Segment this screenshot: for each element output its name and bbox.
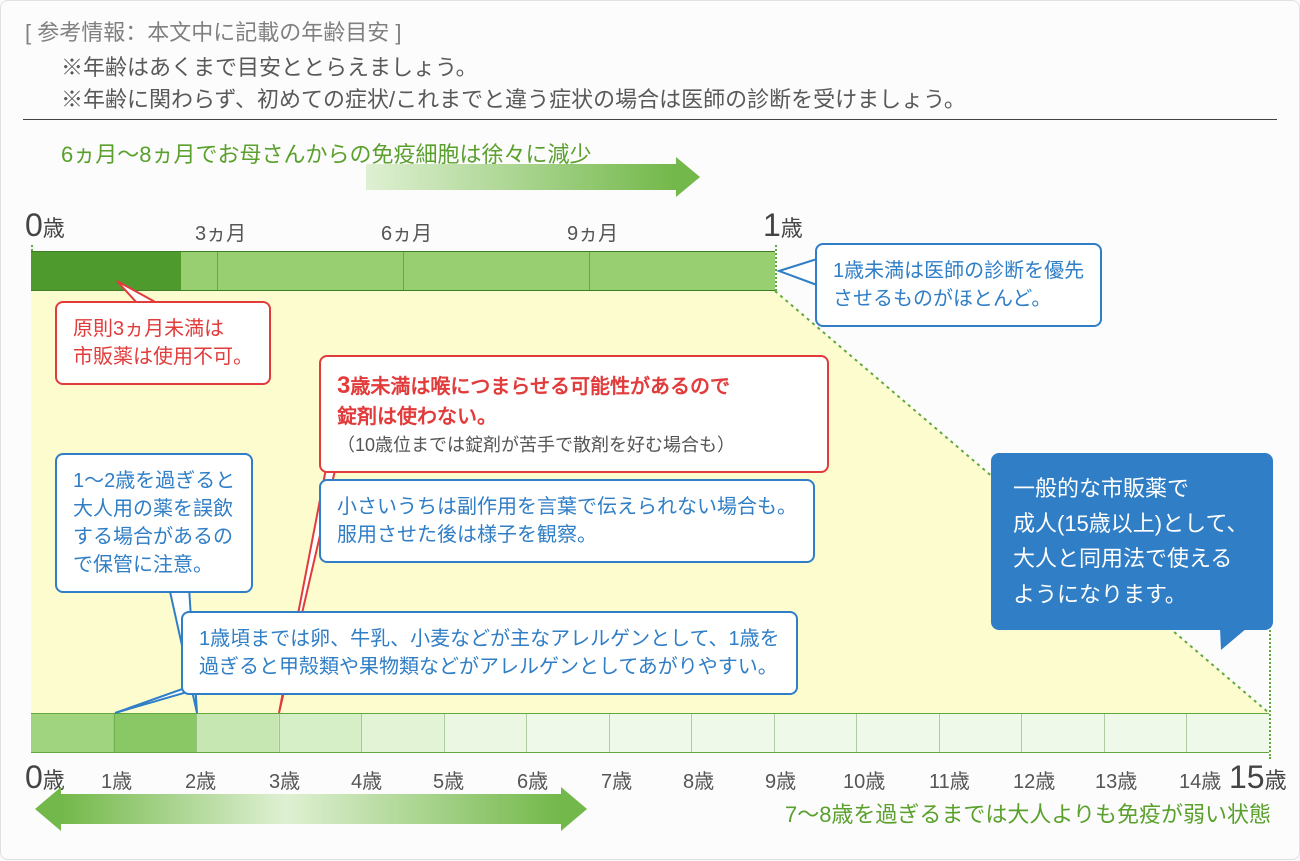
arrow-bottom-label: 7～8歳を過ぎるまでは大人よりも免疫が弱い状態	[601, 797, 1271, 829]
lower-tick-label: 2歳	[185, 765, 216, 794]
u-tick	[403, 252, 404, 290]
lower-tick-label: 5歳	[433, 765, 464, 794]
l-tick	[1186, 714, 1187, 752]
header-title: [ 参考情報：本文中に記載の年齢目安 ]	[25, 15, 401, 47]
l-tick	[939, 714, 940, 752]
l-tick	[1021, 714, 1022, 752]
u-tick	[589, 252, 590, 290]
callout-blue-allergen: 1歳頃までは卵、牛乳、小麦などが主なアレルゲンとして、1歳を 過ぎると甲殻類や果…	[181, 611, 798, 695]
l-tick	[856, 714, 857, 752]
upper-bar	[31, 251, 775, 291]
lower-tick-label: 10歳	[843, 765, 885, 794]
arrow-bottom	[61, 794, 561, 824]
l-tick	[361, 714, 362, 752]
l-tick	[196, 714, 197, 752]
upper-axis-left: 0歳	[25, 207, 65, 244]
callout-blue-storage: 1～2歳を過ぎると 大人用の薬を誤飲 する場合があるの で保管に注意。	[55, 453, 253, 593]
lower-tick-label: 12歳	[1013, 765, 1055, 794]
upper-axis-right: 1歳	[763, 207, 803, 244]
l-tick	[114, 714, 115, 752]
upper-bar-seg-3m	[31, 252, 181, 290]
lower-tick-label: 14歳	[1179, 765, 1221, 794]
l-tick	[774, 714, 775, 752]
lower-bar	[31, 713, 1269, 753]
upper-tick-1: 3ヵ月	[195, 217, 246, 246]
lower-tick-label: 11歳	[929, 765, 970, 794]
dash-right-upper	[775, 245, 777, 299]
dash-left	[31, 245, 33, 715]
note-1: ※年齢はあくまで目安ととらえましょう。	[61, 51, 478, 84]
lower-tick-label: 13歳	[1095, 765, 1137, 794]
callout-navy-adult: 一般的な市販薬で 成人(15歳以上)として、 大人と同用法で使える ようになりま…	[991, 453, 1273, 630]
l-tick	[279, 714, 280, 752]
callout-red-3m: 原則3ヵ月未満は 市販薬は使用不可。	[55, 301, 271, 385]
divider	[23, 119, 1277, 120]
upper-tick-3: 9ヵ月	[567, 217, 618, 246]
infographic-frame: [ 参考情報：本文中に記載の年齢目安 ] ※年齢はあくまで目安ととらえましょう。…	[0, 0, 1300, 860]
u-tick	[217, 252, 218, 290]
lower-tick-label: 6歳	[517, 765, 548, 794]
note-2: ※年齢に関わらず、初めての症状/これまでと違う症状の場合は医師の診断を受けましょ…	[61, 83, 966, 116]
l-tick	[444, 714, 445, 752]
l-tick	[609, 714, 610, 752]
callout-red-under3: 3歳未満は喉につまらせる可能性があるので 錠剤は使わない。 （10歳位までは錠剤…	[319, 355, 829, 473]
callout-blue-under1: 1歳未満は医師の診断を優先 させるものがほとんど。	[815, 243, 1102, 327]
lower-tick-label: 3歳	[269, 765, 300, 794]
lower-tick-label: 8歳	[683, 765, 714, 794]
arrow-top	[366, 164, 676, 190]
l-tick	[526, 714, 527, 752]
callout-blue-sideeffect: 小さいうちは副作用を言葉で伝えられない場合も。 服用させた後は様子を観察。	[319, 479, 815, 563]
lower-tick-label: 7歳	[601, 765, 632, 794]
lower-tick-label: 9歳	[765, 765, 796, 794]
upper-tick-2: 6ヵ月	[381, 217, 432, 246]
lower-tick-label: 4歳	[351, 765, 382, 794]
lower-tick-label: 1歳	[101, 765, 132, 794]
l-tick	[691, 714, 692, 752]
l-tick	[1104, 714, 1105, 752]
lower-axis-right: 15歳	[1229, 759, 1287, 796]
